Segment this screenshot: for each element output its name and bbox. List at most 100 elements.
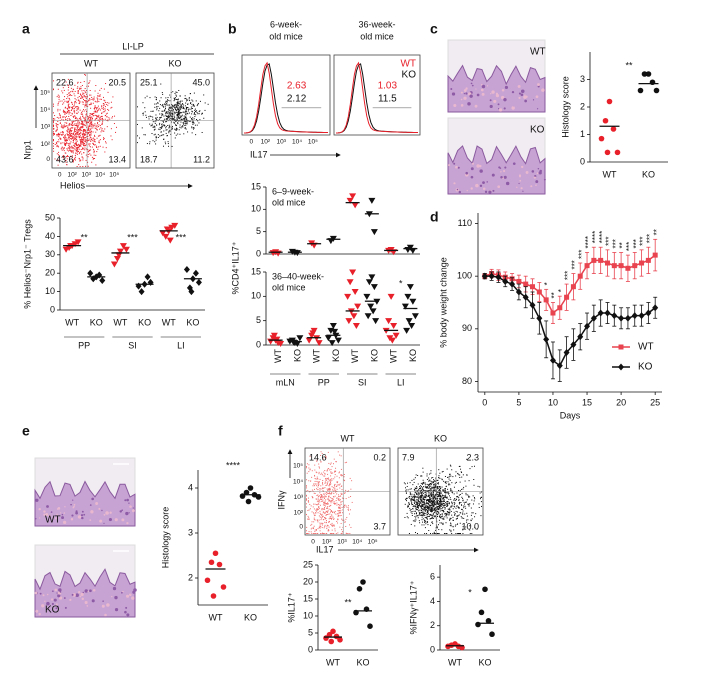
event-dot [407, 506, 409, 508]
dot [356, 586, 363, 592]
tissue-texture [493, 99, 497, 104]
event-dot [318, 503, 320, 505]
event-dot [426, 503, 428, 505]
event-dot [103, 99, 105, 101]
event-dot [332, 487, 334, 489]
event-dot [90, 123, 92, 125]
dot [482, 586, 488, 593]
event-dot [59, 114, 61, 116]
event-dot [327, 513, 329, 515]
event-dot [334, 474, 336, 476]
event-dot [92, 131, 94, 133]
event-dot [342, 509, 344, 511]
event-dot [447, 502, 449, 504]
event-dot [179, 95, 181, 97]
event-dot [313, 503, 315, 505]
event-dot [61, 149, 63, 151]
dot [243, 489, 250, 496]
event-dot [330, 517, 332, 519]
x-tick-label: 10² [67, 172, 77, 179]
event-dot [432, 514, 434, 516]
tissue-texture [75, 510, 78, 513]
event-dot [312, 506, 314, 508]
event-dot [325, 503, 327, 505]
event-dot [87, 140, 89, 142]
event-dot [88, 143, 90, 145]
event-dot [76, 136, 78, 138]
event-dot [94, 124, 96, 126]
dot [602, 117, 609, 124]
event-dot [166, 135, 168, 137]
event-dot [447, 511, 449, 513]
event-dot [423, 524, 425, 526]
event-dot [105, 142, 107, 144]
event-dot [96, 124, 98, 126]
event-dot [411, 511, 413, 513]
event-dot [455, 510, 457, 512]
event-dot [422, 509, 424, 511]
event-dot [96, 97, 98, 99]
event-dot [443, 533, 445, 534]
event-dot [329, 500, 331, 502]
dot [122, 246, 130, 253]
event-dot [98, 126, 100, 128]
event-dot [324, 524, 326, 526]
event-dot [343, 479, 345, 481]
event-dot [84, 140, 86, 142]
tissue-texture [105, 511, 109, 515]
event-dot [89, 146, 91, 148]
event-dot [92, 98, 94, 100]
event-dot [103, 103, 105, 105]
event-dot [439, 494, 441, 496]
event-dot [64, 112, 66, 114]
event-dot [184, 123, 186, 125]
event-dot [185, 120, 187, 122]
event-dot [466, 458, 468, 460]
event-dot [75, 124, 77, 126]
event-dot [446, 510, 448, 512]
tissue-texture [35, 517, 37, 520]
group-label: WT [389, 349, 399, 363]
event-dot [335, 513, 337, 515]
event-dot [76, 106, 78, 108]
event-dot [330, 500, 332, 502]
event-dot [419, 522, 421, 524]
event-dot [93, 140, 95, 142]
dot [584, 263, 590, 269]
event-dot [425, 523, 427, 525]
event-dot [81, 138, 83, 140]
event-dot [92, 144, 94, 146]
event-dot [179, 114, 181, 116]
event-dot [174, 132, 176, 134]
event-dot [324, 481, 326, 483]
event-dot [423, 496, 425, 498]
event-dot [184, 124, 186, 126]
event-dot [321, 494, 323, 496]
event-dot [78, 124, 80, 126]
dot [536, 289, 542, 295]
event-dot [432, 503, 434, 505]
event-dot [441, 502, 443, 504]
event-dot [77, 81, 79, 83]
event-dot [321, 472, 323, 474]
group-label: KO [408, 349, 418, 362]
event-dot [414, 501, 416, 503]
event-dot [319, 524, 321, 526]
event-dot [324, 512, 326, 514]
legend-label: KO [402, 70, 417, 81]
event-dot [72, 124, 74, 126]
event-dot [171, 105, 173, 107]
event-dot [183, 123, 185, 125]
event-dot [157, 102, 159, 104]
event-dot [72, 137, 74, 139]
tissue-texture [89, 589, 92, 593]
event-dot [476, 528, 478, 530]
event-dot [420, 490, 422, 492]
event-dot [198, 111, 200, 113]
event-dot [316, 495, 318, 497]
panel-label: c [430, 21, 438, 37]
tissue-texture [517, 84, 521, 88]
event-dot [55, 130, 57, 132]
event-dot [177, 123, 179, 125]
y-tick-label: 15 [251, 181, 261, 191]
